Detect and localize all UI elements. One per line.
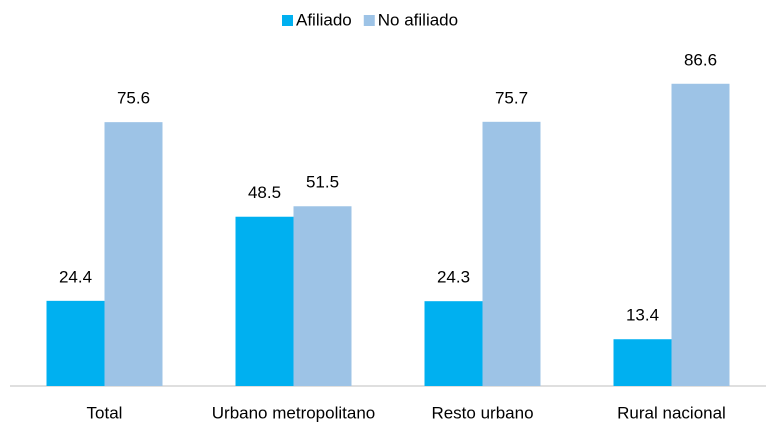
legend-swatch [282, 15, 293, 26]
bar [293, 206, 352, 386]
data-label: 24.4 [59, 267, 92, 286]
data-label: 13.4 [626, 306, 659, 325]
x-tick-label: Total [87, 403, 123, 422]
x-tick-label: Rural nacional [617, 403, 726, 422]
data-label: 75.7 [495, 88, 528, 107]
data-label: 51.5 [306, 173, 339, 192]
data-label: 75.6 [117, 89, 150, 108]
x-tick-label: Resto urbano [431, 403, 533, 422]
data-label: 86.6 [684, 50, 717, 69]
bar [424, 301, 483, 386]
bar [482, 121, 541, 386]
x-tick-label: Urbano metropolitano [212, 403, 375, 422]
legend-label: No afiliado [378, 10, 458, 29]
data-label: 48.5 [248, 183, 281, 202]
legend-swatch [363, 15, 375, 26]
bar [46, 300, 105, 386]
bar [613, 339, 672, 386]
bar [235, 216, 294, 386]
data-label: 24.3 [437, 268, 470, 287]
legend-label: Afiliado [296, 10, 352, 29]
bar [104, 122, 163, 386]
bar [671, 83, 730, 387]
